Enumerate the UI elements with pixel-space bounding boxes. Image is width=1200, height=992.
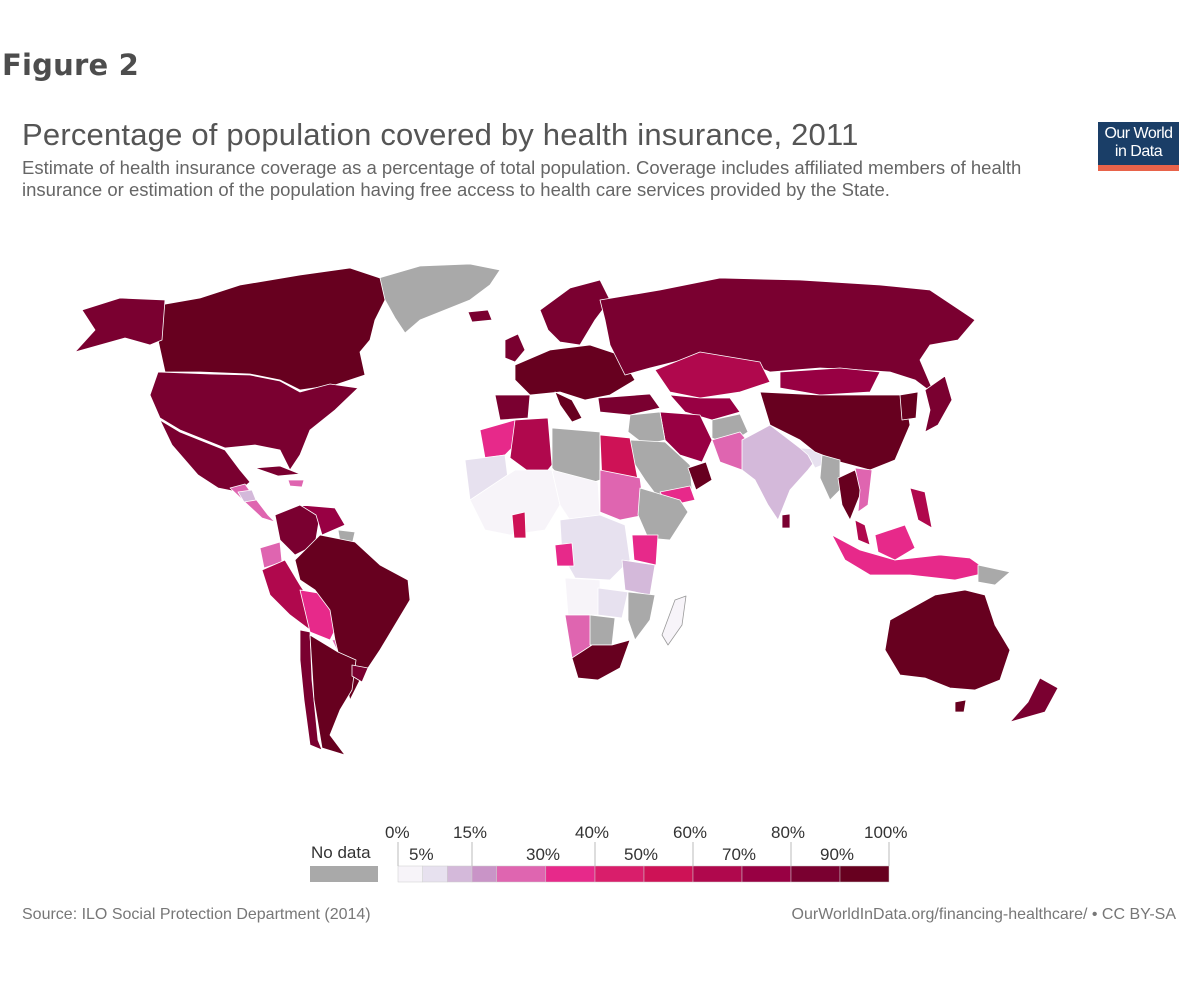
region-usa[interactable] — [149, 371, 359, 471]
region-turkey[interactable] — [597, 393, 661, 416]
source-url[interactable]: OurWorldInData.org/financing-healthcare/… — [791, 906, 1176, 923]
region-west-africa[interactable] — [469, 469, 561, 536]
legend-swatch-11 — [839, 865, 890, 883]
region-malaysia[interactable] — [854, 519, 871, 546]
region-iceland[interactable] — [467, 309, 493, 323]
legend-swatch-6 — [594, 865, 645, 883]
region-hispaniola[interactable] — [287, 479, 305, 488]
region-ethiopia[interactable] — [637, 487, 689, 541]
legend-label-90: 90% — [820, 845, 855, 864]
region-uruguay[interactable] — [351, 664, 369, 683]
source-note: Source: ILO Social Protection Department… — [22, 906, 371, 923]
region-vietnam[interactable] — [854, 467, 873, 513]
region-canada[interactable] — [157, 267, 386, 391]
logo-line-2: in Data — [1114, 143, 1163, 160]
legend-swatch-8 — [692, 865, 743, 883]
region-kazakhstan[interactable] — [654, 351, 771, 399]
region-thailand[interactable] — [837, 469, 863, 521]
region-alaska[interactable] — [74, 297, 166, 353]
region-sudan[interactable] — [599, 469, 646, 521]
owid-logo[interactable]: Our World in Data — [1098, 122, 1179, 170]
region-cuba[interactable] — [254, 465, 301, 477]
region-mozambique[interactable] — [627, 591, 656, 641]
region-australia[interactable] — [884, 589, 1011, 691]
region-brazil[interactable] — [294, 534, 411, 701]
legend-label-60: 60% — [673, 823, 708, 842]
region-kenya[interactable] — [631, 534, 659, 566]
region-philippines[interactable] — [909, 487, 933, 529]
region-gabon[interactable] — [554, 542, 575, 567]
region-korea[interactable] — [899, 391, 919, 421]
legend-label-5: 5% — [409, 845, 434, 864]
region-iberia[interactable] — [494, 394, 531, 421]
region-myanmar[interactable] — [819, 454, 841, 501]
legend-label-50: 50% — [624, 845, 659, 864]
region-png[interactable] — [977, 564, 1011, 586]
logo-accent-bar — [1098, 165, 1179, 171]
region-oman[interactable] — [687, 461, 713, 491]
legend-swatch-0 — [397, 865, 423, 883]
logo-line-1: Our World — [1104, 125, 1173, 142]
region-sri-lanka[interactable] — [781, 513, 791, 529]
legend-no-data-label: No data — [311, 843, 371, 862]
region-borneo[interactable] — [874, 524, 916, 561]
figure-label: Figure 2 — [2, 48, 139, 82]
chart-subtitle: Estimate of health insurance coverage as… — [22, 157, 1022, 200]
legend-swatch-3 — [471, 865, 497, 883]
region-central-asia[interactable] — [669, 394, 741, 421]
legend-label-70: 70% — [722, 845, 757, 864]
legend-label-80: 80% — [771, 823, 806, 842]
region-argentina[interactable] — [309, 634, 357, 756]
region-tasmania[interactable] — [954, 699, 967, 713]
region-scandinavia[interactable] — [539, 279, 611, 346]
region-venezuela[interactable] — [299, 504, 346, 536]
legend-swatch-1 — [422, 865, 448, 883]
legend-swatch-10 — [790, 865, 841, 883]
legend-swatch-4 — [496, 865, 547, 883]
region-china[interactable] — [759, 391, 911, 471]
legend-no-data-swatch — [310, 866, 378, 882]
region-japan[interactable] — [924, 375, 953, 433]
region-europe-west[interactable] — [514, 344, 636, 401]
legend-swatch-5 — [545, 865, 596, 883]
legend-swatch-7 — [643, 865, 694, 883]
region-ghana[interactable] — [511, 511, 527, 539]
legend-label-100: 100% — [864, 823, 908, 842]
region-new-zealand[interactable] — [1009, 677, 1059, 723]
region-greenland[interactable] — [371, 263, 501, 334]
region-mongolia[interactable] — [779, 367, 881, 396]
region-russia[interactable] — [599, 277, 976, 396]
chart-title: Percentage of population covered by heal… — [22, 117, 859, 152]
region-zambia[interactable] — [597, 587, 629, 619]
legend-label-15: 15% — [453, 823, 488, 842]
region-madagascar[interactable] — [661, 595, 687, 646]
region-uk[interactable] — [504, 333, 526, 363]
legend-label-40: 40% — [575, 823, 610, 842]
legend-swatch-2 — [447, 865, 473, 883]
legend-label-30: 30% — [526, 845, 561, 864]
legend-swatch-9 — [741, 865, 792, 883]
region-south-africa[interactable] — [571, 639, 631, 681]
region-honduras[interactable] — [237, 489, 257, 503]
legend-label-0: 0% — [385, 823, 410, 842]
region-italy[interactable] — [554, 391, 583, 423]
